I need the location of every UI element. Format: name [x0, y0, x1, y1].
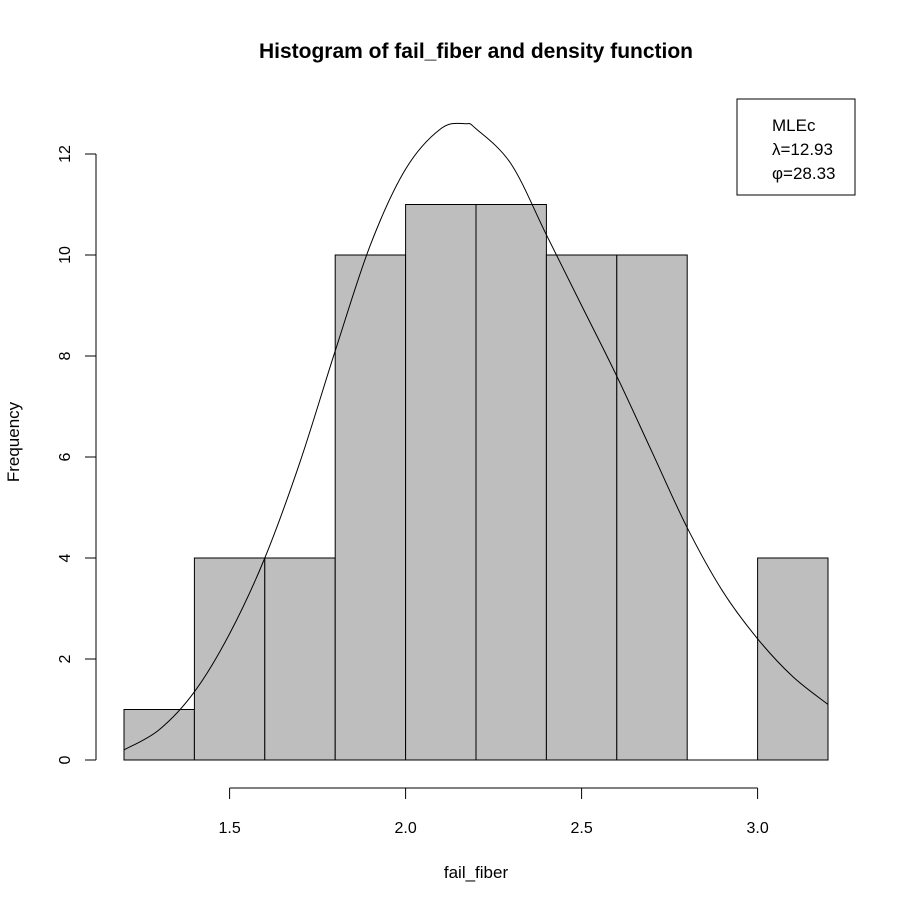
histogram-bar-8	[616, 254, 688, 761]
histogram-bar-10	[757, 557, 829, 761]
histogram-bar-6	[475, 204, 547, 761]
legend-entry: MLEc	[772, 116, 816, 135]
y-tick-label: 12	[57, 145, 74, 163]
legend-box	[736, 98, 856, 196]
y-tick-label: 0	[57, 755, 74, 764]
y-tick-label: 6	[57, 452, 74, 461]
x-tick-label: 1.5	[218, 820, 240, 837]
x-tick-label: 2.0	[394, 820, 416, 837]
x-tick-label: 3.0	[746, 820, 768, 837]
legend: MLEc λ=12.93 φ=28.33	[736, 98, 856, 196]
histogram-bars	[123, 204, 829, 761]
x-axis: 1.5 2.0 2.5 3.0	[218, 787, 769, 837]
y-tick-label: 4	[57, 553, 74, 562]
histogram-bar-5	[405, 204, 477, 761]
y-tick-label: 2	[57, 654, 74, 663]
histogram-bar-1	[123, 709, 195, 761]
chart-title: Histogram of fail_fiber and density func…	[259, 40, 693, 63]
x-tick-label: 2.5	[570, 820, 592, 837]
density-curve	[123, 122, 829, 751]
histogram-bar-2	[193, 557, 266, 761]
legend-entry: φ=28.33	[772, 164, 836, 183]
legend-entry: λ=12.93	[772, 140, 833, 159]
y-axis: 0 2 4 6 8 10 12	[57, 145, 97, 764]
y-tick-label: 8	[57, 351, 74, 360]
y-tick-label: 10	[57, 246, 74, 264]
y-axis-label: Frequency	[4, 401, 23, 482]
histogram-bar-4	[334, 254, 407, 761]
x-axis-label: fail_fiber	[444, 863, 509, 882]
histogram-bar-7	[545, 254, 618, 761]
histogram-bar-3	[264, 557, 336, 761]
